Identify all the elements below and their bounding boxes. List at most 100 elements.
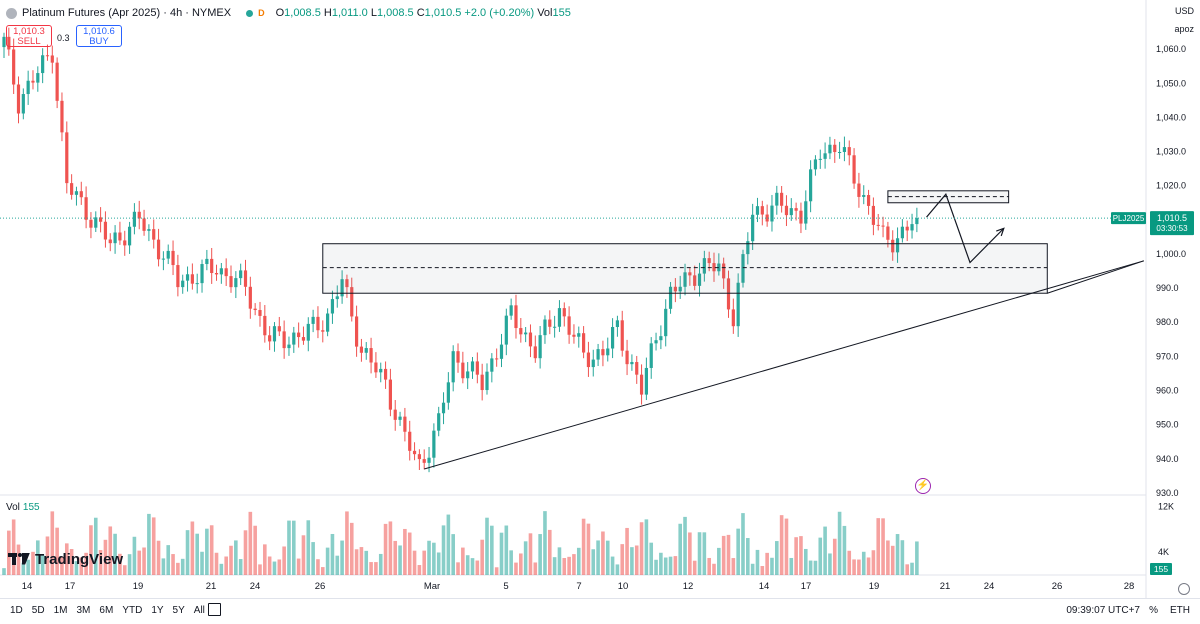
candle-body — [842, 147, 847, 152]
volume-bar — [340, 540, 344, 575]
symbol-title[interactable]: Platinum Futures (Apr 2025) · 4h · NYMEX — [22, 7, 232, 19]
sell-button[interactable]: 1,010.3 SELL — [6, 25, 52, 47]
volume-bar — [325, 547, 330, 575]
range-all[interactable]: All — [193, 605, 205, 616]
volume-bar — [519, 553, 523, 575]
volume-header-label: Vol — [537, 7, 553, 19]
range-1d[interactable]: 1D — [10, 605, 23, 616]
candle-body — [678, 286, 682, 292]
trendline — [1047, 260, 1145, 294]
candle-body — [16, 84, 21, 114]
candle-body — [118, 232, 122, 241]
flash-icon[interactable]: ⚡ — [915, 478, 931, 494]
candle-body — [103, 221, 108, 240]
candle-body — [94, 217, 98, 228]
volume-bar — [910, 562, 914, 575]
volume-bar — [470, 558, 475, 575]
volume-bar — [547, 529, 552, 575]
x-tick-label: 17 — [801, 581, 812, 592]
candle-body — [702, 258, 706, 274]
market-badge[interactable]: D — [258, 8, 265, 18]
volume-bar — [663, 557, 668, 575]
range-1y[interactable]: 1Y — [151, 605, 164, 616]
calendar-icon[interactable] — [208, 603, 221, 616]
volume-bar — [876, 518, 881, 575]
volume-bar — [586, 523, 591, 575]
candle-body — [12, 49, 16, 85]
volume-pane-label: Vol 155 — [6, 502, 40, 513]
candle-body — [451, 351, 455, 383]
volume-bar — [403, 528, 407, 575]
candle-body — [316, 316, 320, 331]
clock[interactable]: 09:39:07 UTC+7 — [1066, 605, 1140, 616]
volume-bar — [591, 549, 596, 575]
candle-body — [794, 208, 798, 211]
range-3m[interactable]: 3M — [76, 605, 91, 616]
settings-gear-icon[interactable] — [1178, 583, 1190, 595]
x-tick-label: 28 — [1124, 581, 1135, 592]
volume-bar — [543, 511, 547, 575]
volume-bar — [707, 557, 711, 575]
volume-bar — [79, 557, 84, 575]
volume-bar — [258, 564, 262, 575]
candle-body — [398, 416, 402, 420]
volume-bar — [98, 550, 103, 575]
currency-label[interactable]: USD — [1174, 6, 1194, 16]
volume-bar — [750, 563, 755, 575]
candle-body — [818, 158, 822, 160]
y-tick-label: 1,000.0 — [1156, 249, 1186, 259]
volume-bar — [364, 550, 369, 575]
range-1m[interactable]: 1M — [53, 605, 68, 616]
candle-body — [234, 278, 238, 288]
volume-header-value: 155 — [552, 7, 571, 19]
buy-button[interactable]: 1,010.6 BUY — [76, 25, 122, 47]
range-5d[interactable]: 5D — [31, 605, 45, 616]
volume-bar — [688, 532, 692, 575]
candle-body — [485, 371, 489, 391]
volume-last-tag — [1150, 563, 1172, 575]
volume-bar — [572, 554, 576, 575]
candle-body — [837, 151, 842, 153]
volume-bar — [615, 564, 620, 575]
candle-body — [161, 258, 165, 260]
candle-body — [591, 359, 595, 368]
volume-bar — [567, 556, 571, 575]
volume-bar — [465, 555, 470, 575]
volume-bar — [45, 536, 50, 575]
ohlc-readout: O1,008.5 H1,011.0 L1,008.5 C1,010.5 +2.0… — [276, 7, 571, 19]
range-6m[interactable]: 6M — [99, 605, 114, 616]
candle-body — [895, 238, 900, 253]
volume-bar — [803, 548, 808, 575]
volume-bar — [808, 560, 813, 575]
volume-bar — [103, 539, 108, 575]
x-tick-label: 7 — [576, 581, 581, 592]
volume-bar — [538, 534, 542, 575]
volume-bar — [446, 514, 451, 575]
volume-bar — [132, 536, 137, 575]
candle-body — [132, 211, 137, 227]
percent-toggle[interactable]: % — [1149, 605, 1158, 616]
volume-bar — [905, 564, 910, 575]
unit-label[interactable]: apoz — [1174, 24, 1194, 34]
market-status-icon[interactable] — [246, 9, 254, 17]
x-tick-label: 5 — [503, 581, 508, 592]
range-5y[interactable]: 5Y — [172, 605, 185, 616]
eth-toggle[interactable]: ETH — [1170, 605, 1190, 616]
candle-body — [306, 323, 310, 341]
symbol-tag-text: PLJ2025 — [1113, 214, 1145, 223]
volume-bar — [721, 535, 726, 575]
tradingview-logo[interactable]: TradingView — [8, 551, 123, 568]
candle-body — [383, 368, 388, 380]
candle-body — [644, 367, 648, 395]
volume-value: 155 — [22, 502, 40, 513]
candle-body — [649, 343, 653, 368]
volume-bar — [765, 552, 769, 575]
candle-body — [156, 239, 161, 260]
candle-body — [282, 331, 286, 349]
range-ytd[interactable]: YTD — [122, 605, 143, 616]
volume-bar — [799, 536, 803, 575]
volume-bar — [219, 563, 224, 575]
y-tick-label: 940.0 — [1156, 454, 1179, 464]
volume-bar — [712, 563, 716, 575]
